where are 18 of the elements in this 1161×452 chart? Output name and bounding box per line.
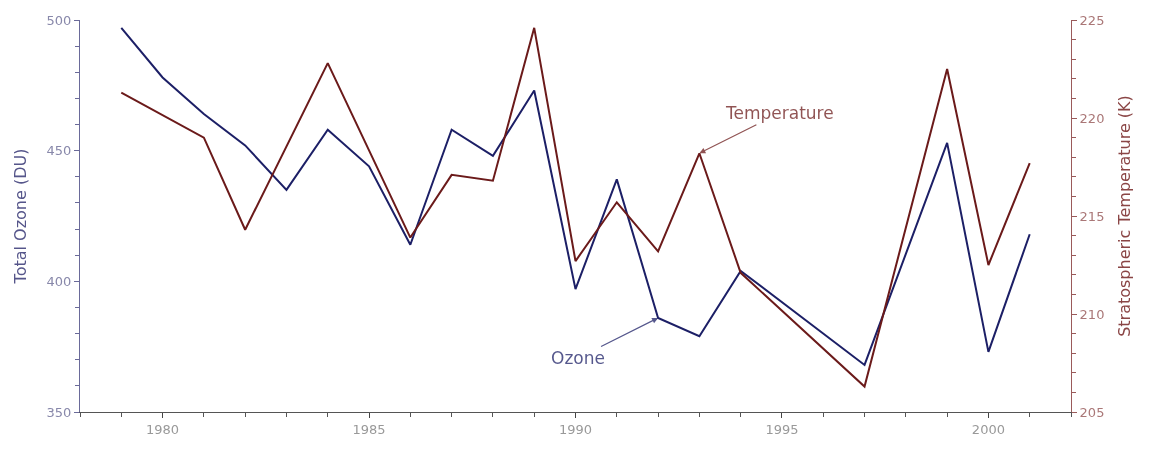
y2-tick-label: 225 [1079,12,1105,28]
text: Ozone [551,348,605,368]
y2-tick-label: 205 [1079,404,1105,420]
y-tick-label: 500 [46,12,72,28]
x-tick-label: 1990 [558,421,593,437]
x-tick-label: 1980 [146,421,180,437]
text: Temperature [725,103,834,123]
y-tick-label: 350 [46,404,72,420]
x-tick-label: 2000 [971,421,1005,437]
x-tick-label: 1995 [765,421,799,437]
y2-tick-label: 220 [1079,110,1105,126]
y-tick-label: 450 [46,143,72,159]
y2-axis-title: Stratospheric Temperature (K) [1115,95,1135,337]
y2-tick-label: 215 [1079,208,1105,224]
x-tick-label: 1985 [352,421,386,437]
y-tick-label: 400 [46,273,72,289]
y2-tick-label: 210 [1079,306,1105,322]
y-axis-title: Total Ozone (DU) [11,148,31,285]
